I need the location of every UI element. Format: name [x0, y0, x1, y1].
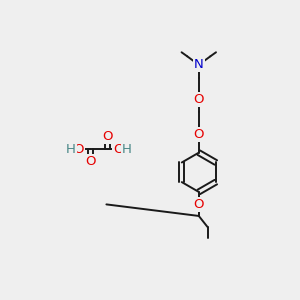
Text: O: O	[194, 198, 204, 211]
Text: O: O	[74, 143, 84, 156]
Text: O: O	[113, 143, 124, 156]
Text: H: H	[122, 143, 132, 156]
Text: O: O	[194, 128, 204, 141]
Text: O: O	[194, 93, 204, 106]
Text: O: O	[85, 155, 95, 168]
Text: N: N	[194, 58, 204, 71]
Text: H: H	[66, 143, 76, 156]
Text: O: O	[102, 130, 113, 143]
